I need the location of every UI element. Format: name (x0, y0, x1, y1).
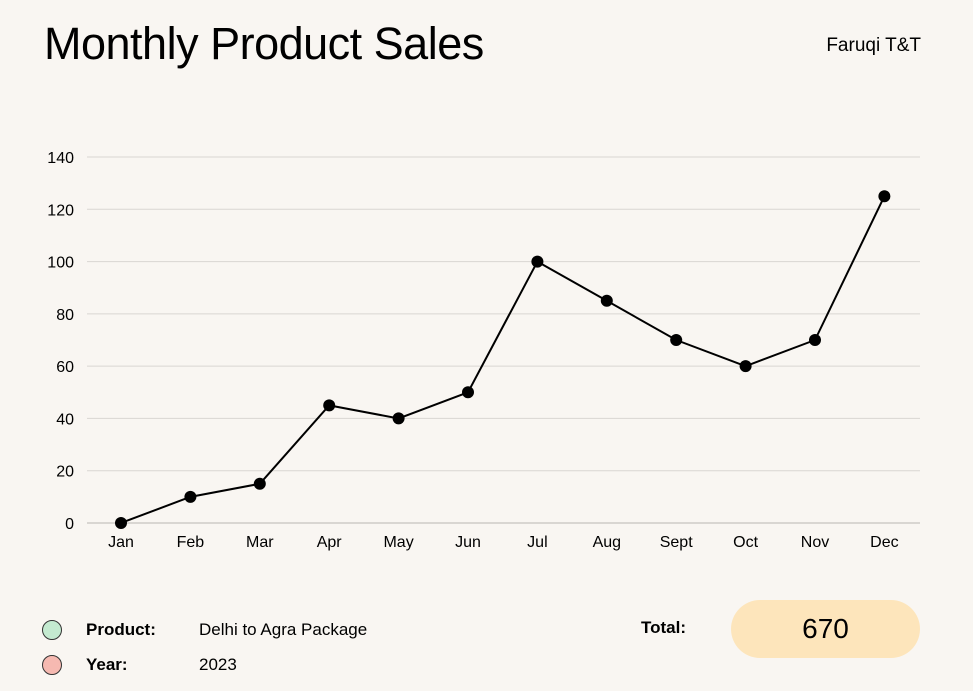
year-label: Year: (86, 655, 128, 674)
x-tick-label: Apr (317, 534, 343, 551)
year-color-dot (42, 655, 62, 675)
x-tick-label: Aug (593, 534, 621, 551)
data-point (531, 255, 544, 268)
x-tick-label: Jan (108, 534, 134, 551)
total-badge: 670 (731, 600, 920, 658)
y-tick-label: 20 (56, 464, 74, 481)
y-tick-label: 140 (47, 150, 74, 167)
x-tick-label: Nov (801, 534, 829, 551)
data-point (670, 334, 683, 346)
x-tick-label: Dec (870, 534, 898, 551)
data-point (462, 386, 474, 399)
data-point (323, 399, 336, 412)
data-point (392, 412, 405, 425)
data-point (739, 360, 752, 373)
x-tick-label: Mar (246, 534, 274, 551)
total-label: Total: (641, 618, 687, 637)
data-point (600, 294, 613, 307)
legend-year: Year: 2023 (42, 653, 237, 677)
brand-name: Faruqi T&T (826, 35, 921, 56)
y-tick-label: 40 (56, 411, 74, 428)
x-tick-label: Sept (660, 534, 693, 551)
y-tick-label: 100 (47, 255, 74, 272)
x-tick-label: Feb (177, 534, 205, 551)
data-point (115, 517, 127, 529)
product-label: Product: (86, 620, 156, 639)
chart-title: Monthly Product Sales (44, 18, 484, 69)
data-point (878, 190, 891, 203)
y-tick-label: 120 (47, 202, 74, 219)
product-value: Delhi to Agra Package (199, 620, 368, 639)
legend-product: Product: Delhi to Agra Package (42, 618, 367, 642)
y-tick-label: 60 (56, 359, 74, 376)
y-tick-label: 0 (65, 516, 74, 533)
data-point (809, 334, 821, 346)
product-color-dot (42, 620, 62, 640)
x-tick-label: Jun (455, 534, 481, 551)
total-value: 670 (802, 613, 849, 644)
x-tick-label: Jul (527, 534, 547, 551)
data-point (184, 490, 197, 503)
data-point (253, 477, 266, 490)
x-tick-label: Oct (733, 534, 758, 551)
year-value: 2023 (199, 655, 237, 674)
y-tick-label: 80 (56, 307, 74, 324)
x-tick-label: May (383, 534, 413, 551)
series-line (120, 195, 886, 524)
